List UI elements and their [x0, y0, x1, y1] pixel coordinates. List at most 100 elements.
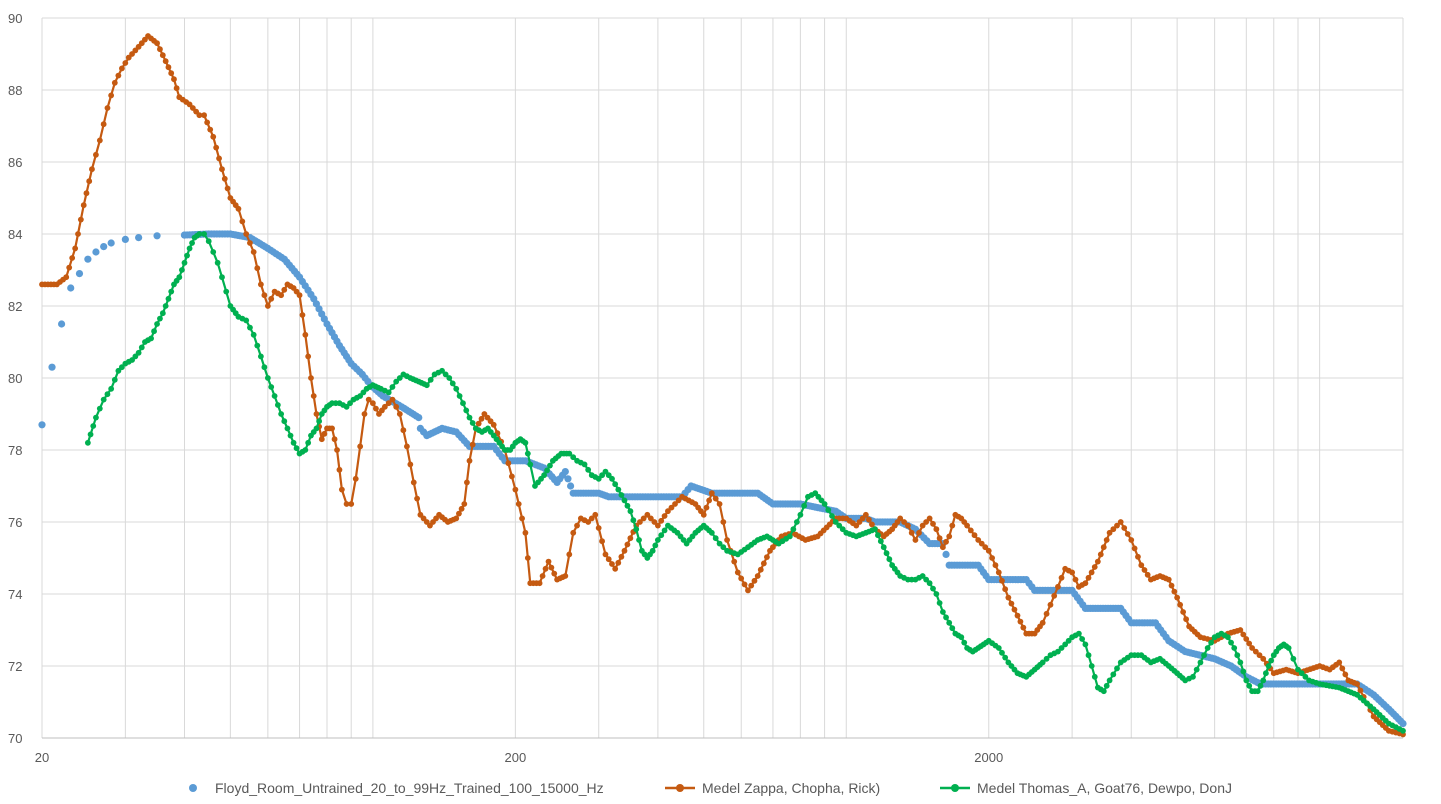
- data-point: [389, 384, 396, 390]
- data-point: [216, 155, 222, 162]
- data-point: [615, 486, 622, 493]
- data-point: [923, 576, 930, 583]
- data-point: [84, 439, 91, 446]
- data-point: [478, 415, 485, 422]
- data-point: [1100, 544, 1107, 551]
- data-point: [1002, 586, 1009, 593]
- data-point: [1285, 645, 1292, 651]
- data-point: [221, 175, 228, 182]
- data-point: [57, 320, 66, 328]
- data-point: [933, 591, 940, 597]
- data-point: [982, 544, 989, 551]
- data-point: [119, 65, 125, 72]
- data-point: [93, 151, 99, 158]
- data-point: [458, 505, 465, 512]
- data-point: [877, 538, 884, 545]
- data-point: [219, 274, 225, 281]
- data-point: [1065, 637, 1072, 644]
- data-point: [165, 295, 172, 302]
- data-point: [1290, 655, 1297, 662]
- data-point: [48, 363, 56, 371]
- data-point: [574, 522, 580, 529]
- data-point: [624, 502, 631, 509]
- data-point: [1085, 652, 1092, 659]
- data-point: [456, 510, 462, 517]
- data-point: [162, 58, 169, 65]
- data-point: [649, 547, 656, 554]
- data-point: [313, 411, 320, 417]
- y-tick-label: 74: [8, 587, 22, 602]
- data-point: [585, 466, 592, 473]
- data-point: [1110, 526, 1117, 533]
- data-point: [1237, 659, 1244, 666]
- data-point: [933, 526, 940, 533]
- data-point: [385, 389, 392, 396]
- data-point: [348, 501, 355, 507]
- data-point: [720, 519, 727, 525]
- data-point: [373, 405, 379, 412]
- data-point: [1243, 636, 1250, 642]
- data-point: [1224, 634, 1231, 641]
- data-point: [967, 527, 974, 534]
- y-tick-label: 80: [8, 371, 22, 386]
- data-point: [456, 393, 463, 399]
- data-point: [254, 342, 261, 349]
- data-point: [1008, 600, 1015, 607]
- data-point: [592, 511, 599, 518]
- data-point: [754, 573, 761, 579]
- data-point: [745, 587, 751, 594]
- data-point: [901, 519, 907, 525]
- data-point: [204, 119, 211, 126]
- data-point: [1100, 688, 1107, 695]
- data-point: [305, 439, 312, 446]
- data-point: [1121, 525, 1128, 531]
- data-point: [658, 532, 665, 539]
- data-point: [1043, 610, 1050, 617]
- data-point: [415, 414, 423, 422]
- data-point: [171, 76, 177, 83]
- data-point: [716, 540, 723, 547]
- data-point: [239, 218, 246, 225]
- data-point: [1144, 571, 1151, 578]
- data-point: [235, 205, 242, 212]
- data-point: [621, 547, 628, 554]
- data-point: [75, 231, 81, 237]
- data-point: [264, 303, 271, 309]
- data-point: [1128, 537, 1135, 543]
- data-point: [943, 614, 949, 621]
- data-point: [1183, 616, 1190, 623]
- data-point: [541, 472, 548, 479]
- data-point: [369, 400, 376, 407]
- data-point: [995, 645, 1002, 651]
- data-point: [329, 425, 335, 432]
- data-point: [512, 486, 519, 493]
- data-point: [162, 303, 169, 309]
- data-point: [343, 403, 350, 410]
- data-point: [916, 529, 922, 536]
- legend: Floyd_Room_Untrained_20_to_99Hz_Trained_…: [189, 780, 1232, 796]
- x-tick-label: 2000: [974, 750, 1003, 765]
- data-point: [716, 501, 723, 507]
- data-point: [989, 555, 996, 561]
- data-point: [627, 508, 634, 515]
- data-point: [675, 497, 682, 504]
- data-point: [919, 573, 926, 579]
- data-point: [100, 243, 108, 251]
- data-point: [214, 259, 221, 266]
- data-point: [724, 537, 730, 543]
- legend-marker: [676, 784, 684, 792]
- legend-item: Medel Zappa, Chopha, Rick): [665, 780, 880, 796]
- data-point: [1357, 687, 1364, 694]
- data-point: [168, 288, 175, 295]
- data-point: [946, 619, 953, 626]
- data-point: [1110, 671, 1117, 678]
- data-point: [1141, 567, 1148, 573]
- data-point: [883, 550, 890, 557]
- data-point: [381, 403, 388, 410]
- legend-label: Floyd_Room_Untrained_20_to_99Hz_Trained_…: [215, 780, 604, 796]
- data-point: [196, 231, 203, 237]
- data-point: [1043, 655, 1050, 662]
- data-point: [111, 376, 118, 383]
- legend-item: Medel Thomas_A, Goat76, Dewpo, DonJ: [940, 780, 1232, 796]
- y-tick-label: 90: [8, 11, 22, 26]
